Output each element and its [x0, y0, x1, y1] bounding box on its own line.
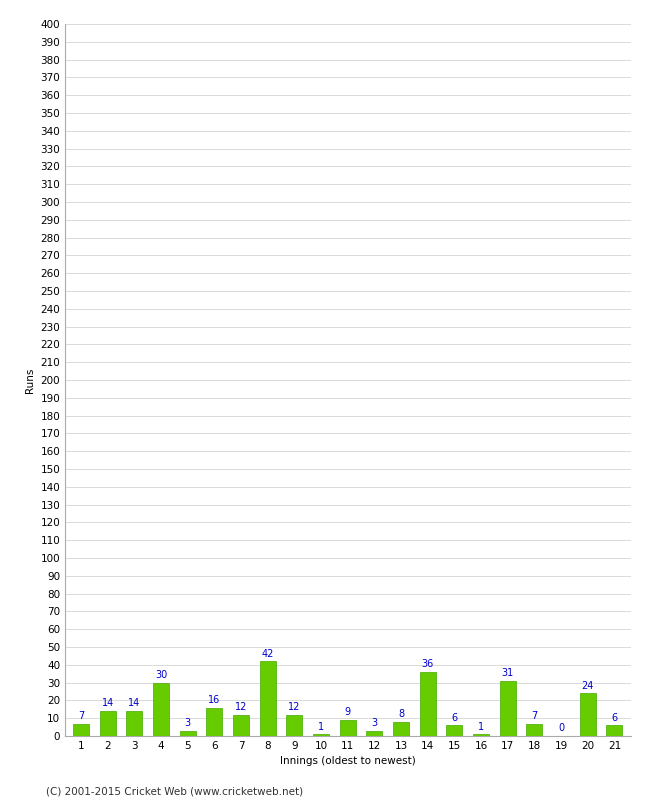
X-axis label: Innings (oldest to newest): Innings (oldest to newest): [280, 757, 415, 766]
Bar: [179, 730, 196, 736]
Text: 3: 3: [371, 718, 378, 728]
Text: 6: 6: [612, 713, 618, 722]
Bar: [473, 734, 489, 736]
Bar: [420, 672, 436, 736]
Text: 14: 14: [128, 698, 140, 709]
Text: 12: 12: [235, 702, 247, 712]
Text: 36: 36: [422, 659, 434, 670]
Text: 6: 6: [451, 713, 458, 722]
Text: 14: 14: [101, 698, 114, 709]
Text: 9: 9: [344, 707, 351, 718]
Bar: [606, 726, 623, 736]
Text: 12: 12: [288, 702, 300, 712]
Bar: [153, 682, 169, 736]
Text: 42: 42: [261, 649, 274, 658]
Text: 7: 7: [531, 711, 538, 721]
Text: 31: 31: [502, 668, 514, 678]
Bar: [526, 723, 543, 736]
Bar: [99, 711, 116, 736]
Text: 1: 1: [478, 722, 484, 731]
Bar: [207, 707, 222, 736]
Text: 7: 7: [78, 711, 84, 721]
Text: 30: 30: [155, 670, 167, 680]
Text: 3: 3: [185, 718, 190, 728]
Text: 1: 1: [318, 722, 324, 731]
Bar: [287, 714, 302, 736]
Bar: [447, 726, 462, 736]
Bar: [393, 722, 409, 736]
Text: 24: 24: [582, 681, 594, 690]
Bar: [313, 734, 329, 736]
Y-axis label: Runs: Runs: [25, 367, 35, 393]
Text: 16: 16: [208, 695, 220, 705]
Bar: [260, 662, 276, 736]
Bar: [500, 681, 516, 736]
Bar: [367, 730, 382, 736]
Bar: [233, 714, 249, 736]
Bar: [126, 711, 142, 736]
Text: 0: 0: [558, 723, 564, 734]
Text: 8: 8: [398, 709, 404, 719]
Text: (C) 2001-2015 Cricket Web (www.cricketweb.net): (C) 2001-2015 Cricket Web (www.cricketwe…: [46, 786, 303, 796]
Bar: [340, 720, 356, 736]
Bar: [73, 723, 89, 736]
Bar: [580, 694, 596, 736]
